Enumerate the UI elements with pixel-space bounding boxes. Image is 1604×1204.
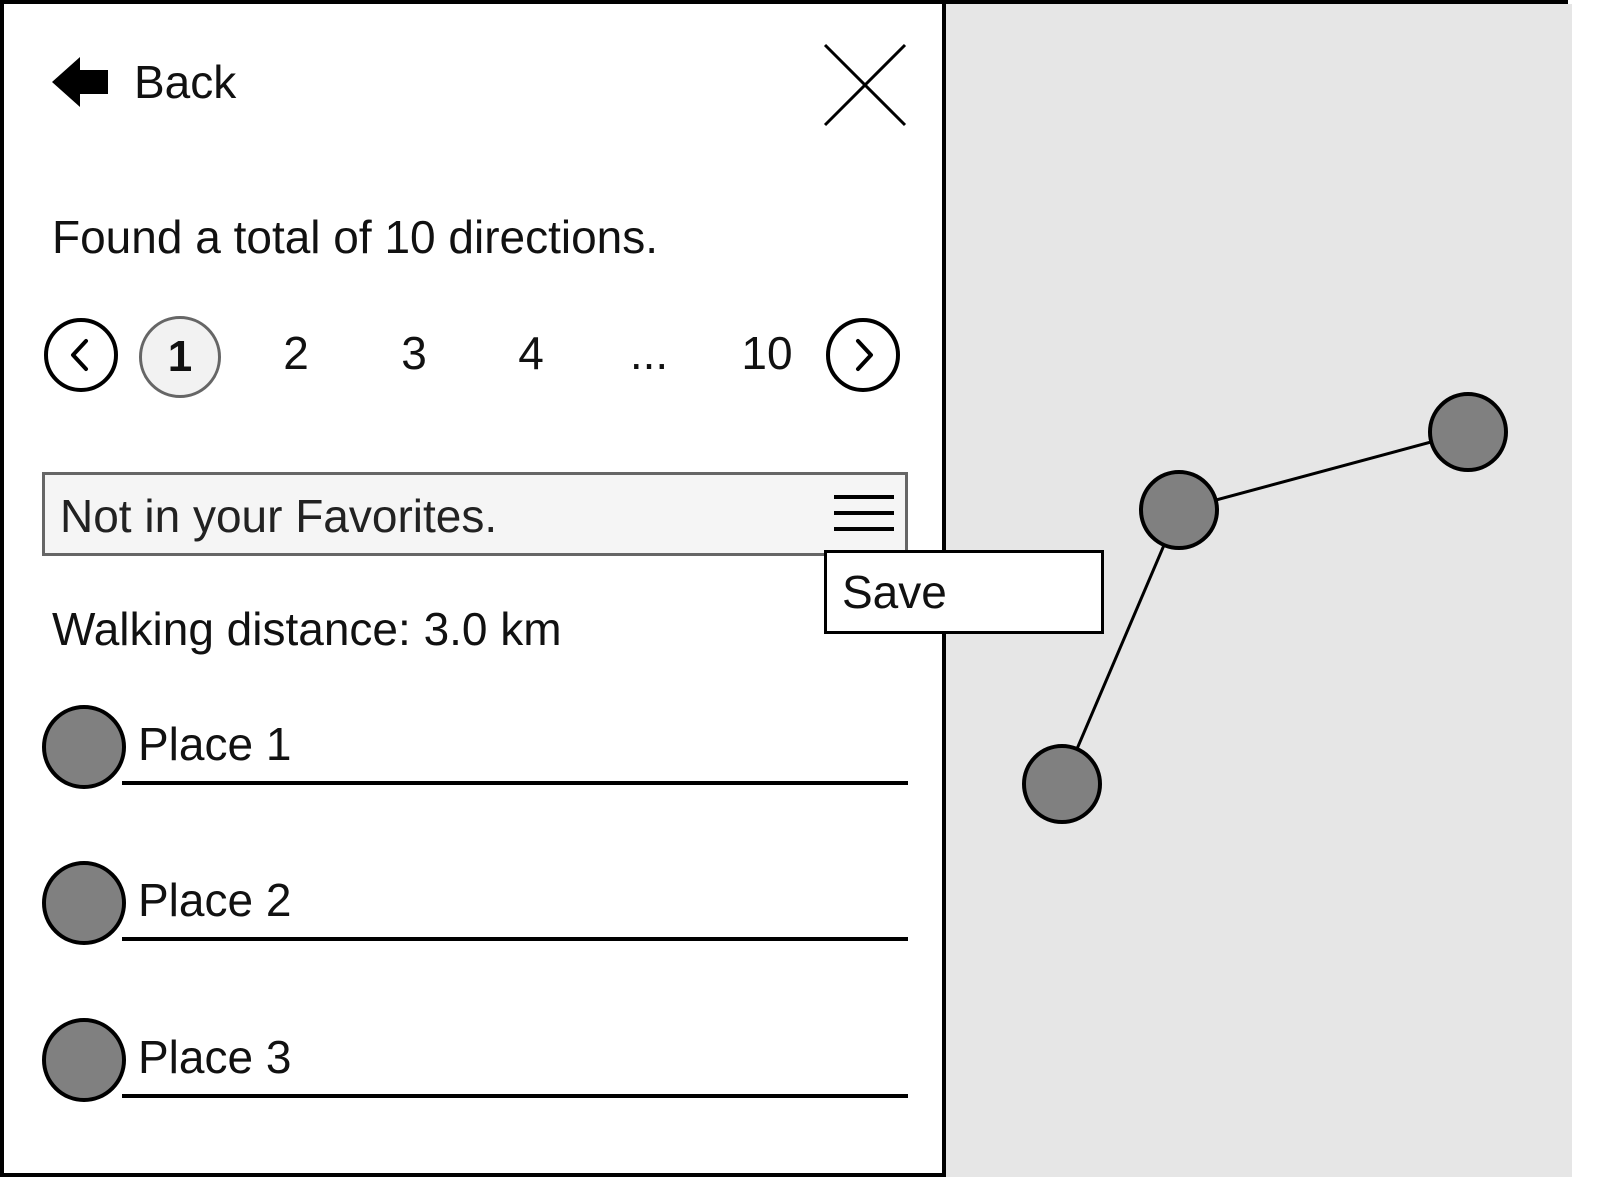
- page-ellipsis: ...: [629, 327, 669, 379]
- route-segment: [1178, 430, 1469, 512]
- divider: [122, 781, 908, 785]
- map-marker-icon[interactable]: [1022, 744, 1102, 824]
- place-marker-icon: [42, 705, 126, 789]
- map-marker-icon[interactable]: [1139, 470, 1219, 550]
- list-item[interactable]: Place 2: [42, 861, 908, 945]
- route-map: [1022, 392, 1508, 824]
- divider: [122, 1094, 908, 1098]
- walking-distance: Walking distance: 3.0 km: [52, 603, 562, 655]
- place-label: Place 1: [138, 718, 292, 770]
- close-button[interactable]: [820, 40, 910, 130]
- app-window: Back Found a total of 10 directions. 1 2…: [0, 0, 1572, 1177]
- favorites-bar: Not in your Favorites.: [42, 472, 908, 556]
- prev-page-button[interactable]: [44, 318, 118, 392]
- arrow-left-icon: [52, 57, 108, 107]
- chevron-right-icon: [856, 339, 873, 371]
- save-label: Save: [842, 566, 947, 618]
- page-button-3[interactable]: 3: [401, 327, 427, 379]
- back-label: Back: [134, 56, 237, 108]
- divider: [122, 937, 908, 941]
- page-button-4[interactable]: 4: [518, 327, 544, 379]
- place-marker-icon: [42, 1018, 126, 1102]
- page-button-10[interactable]: 10: [741, 327, 793, 379]
- results-summary: Found a total of 10 directions.: [52, 211, 659, 263]
- route-segment: [1060, 509, 1181, 785]
- hamburger-menu-icon: [834, 495, 894, 531]
- page-button-2[interactable]: 2: [283, 327, 309, 379]
- close-icon: [823, 43, 907, 127]
- place-label: Place 2: [138, 874, 292, 926]
- place-label: Place 3: [138, 1031, 292, 1083]
- favorites-menu-button[interactable]: [833, 493, 895, 535]
- chevron-left-icon: [71, 339, 88, 371]
- place-marker-icon: [42, 861, 126, 945]
- back-button[interactable]: Back: [48, 50, 236, 114]
- map-marker-icon[interactable]: [1428, 392, 1508, 472]
- save-menu-item[interactable]: Save: [824, 550, 1104, 634]
- page-button-current[interactable]: 1: [139, 316, 221, 398]
- list-item[interactable]: Place 1: [42, 705, 908, 789]
- favorites-status: Not in your Favorites.: [60, 490, 498, 542]
- list-item[interactable]: Place 3: [42, 1018, 908, 1102]
- next-page-button[interactable]: [826, 318, 900, 392]
